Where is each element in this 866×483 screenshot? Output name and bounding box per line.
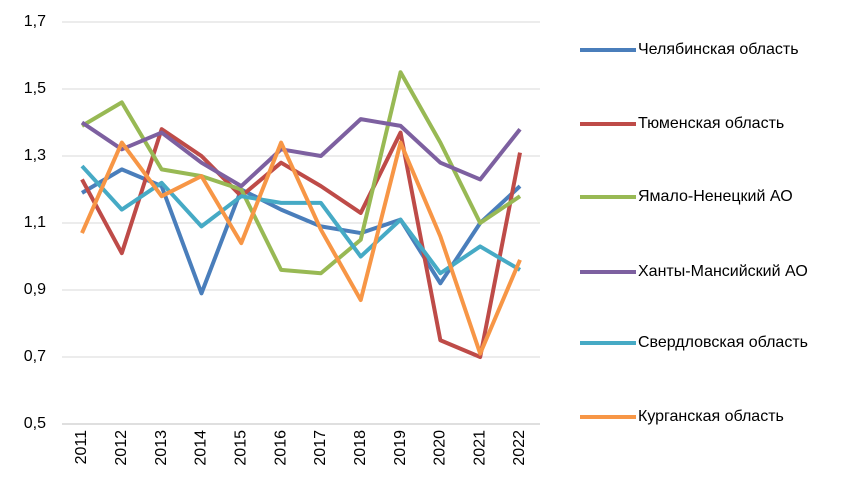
y-tick-label: 0,5 xyxy=(24,415,46,432)
legend-label: Ханты-Мансийский АО xyxy=(638,263,808,280)
legend-item: Ханты-Мансийский АО xyxy=(580,260,808,284)
legend-swatch xyxy=(580,122,636,126)
legend-swatch xyxy=(580,341,636,345)
x-tick-label: 2019 xyxy=(392,430,409,466)
y-tick-label: 1,7 xyxy=(24,13,46,30)
legend-label: Тюменская область xyxy=(638,115,785,132)
x-tick-label: 2021 xyxy=(471,430,488,466)
x-tick-label: 2012 xyxy=(113,430,130,466)
legend-swatch xyxy=(580,270,636,274)
x-tick-label: 2018 xyxy=(352,430,369,466)
y-tick-label: 0,7 xyxy=(24,348,46,365)
x-tick-label: 2022 xyxy=(511,430,528,466)
legend-item: Ямало-Ненецкий АО xyxy=(580,185,793,209)
y-tick-label: 1,1 xyxy=(24,214,46,231)
legend-label: Ямало-Ненецкий АО xyxy=(638,188,793,205)
x-tick-label: 2014 xyxy=(193,430,210,466)
x-tick-label: 2020 xyxy=(432,430,449,466)
x-tick-label: 2015 xyxy=(232,430,249,466)
legend-item: Курганская область xyxy=(580,405,784,429)
legend-item: Свердловская область xyxy=(580,331,808,355)
y-tick-label: 1,3 xyxy=(24,147,46,164)
legend-label: Челябинская область xyxy=(638,41,799,58)
legend-swatch xyxy=(580,48,636,52)
series-line xyxy=(80,127,522,359)
y-tick-label: 0,9 xyxy=(24,281,46,298)
x-tick-label: 2011 xyxy=(73,430,90,465)
legend-swatch xyxy=(580,195,636,199)
x-tick-label: 2016 xyxy=(272,430,289,466)
series-line xyxy=(80,117,522,189)
y-tick-label: 1,5 xyxy=(24,80,46,97)
legend-item: Челябинская область xyxy=(580,38,799,62)
legend-label: Курганская область xyxy=(638,408,784,425)
x-tick-label: 2017 xyxy=(312,430,329,466)
series-line xyxy=(80,140,522,356)
legend-item: Тюменская область xyxy=(580,112,784,136)
series-line xyxy=(80,167,522,296)
series-line xyxy=(80,70,522,276)
legend-label: Свердловская область xyxy=(638,334,808,351)
legend-swatch xyxy=(580,415,636,419)
x-tick-label: 2013 xyxy=(153,430,170,466)
